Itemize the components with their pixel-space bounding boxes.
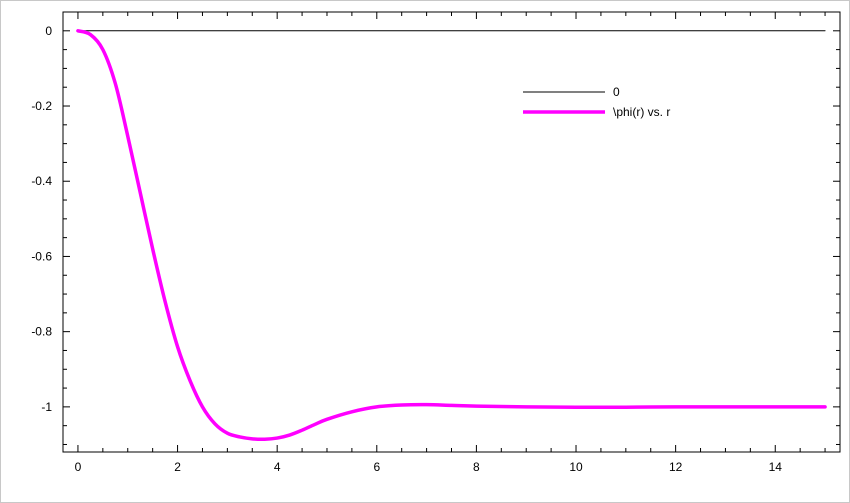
y-axis: 0 -0.2 -0.4 -0.6 -0.8 -1 <box>31 24 840 445</box>
series-phi-line <box>76 29 827 442</box>
legend: 0 \phi(r) vs. r <box>523 85 670 119</box>
x-tick-label: 6 <box>373 460 380 474</box>
y-tick-label: -1 <box>41 400 52 414</box>
plot-area <box>62 11 841 453</box>
x-tick-label: 2 <box>174 460 181 474</box>
x-axis: 0 2 4 6 8 10 12 14 <box>75 12 826 474</box>
x-tick-label: 8 <box>473 460 480 474</box>
x-tick-label: 12 <box>669 460 683 474</box>
y-tick-label: -0.4 <box>31 174 52 188</box>
y-tick-label: -0.2 <box>31 99 52 113</box>
legend-label-phi: \phi(r) vs. r <box>613 105 670 119</box>
y-tick-label: -0.8 <box>31 325 52 339</box>
series-layer <box>76 29 827 442</box>
legend-label-zero: 0 <box>613 85 620 99</box>
y-tick-label: -0.6 <box>31 249 52 263</box>
y-tick-label: 0 <box>45 24 52 38</box>
x-tick-label: 10 <box>569 460 583 474</box>
x-tick-label: 14 <box>769 460 783 474</box>
x-tick-label: 0 <box>75 460 82 474</box>
x-tick-label: 4 <box>274 460 281 474</box>
